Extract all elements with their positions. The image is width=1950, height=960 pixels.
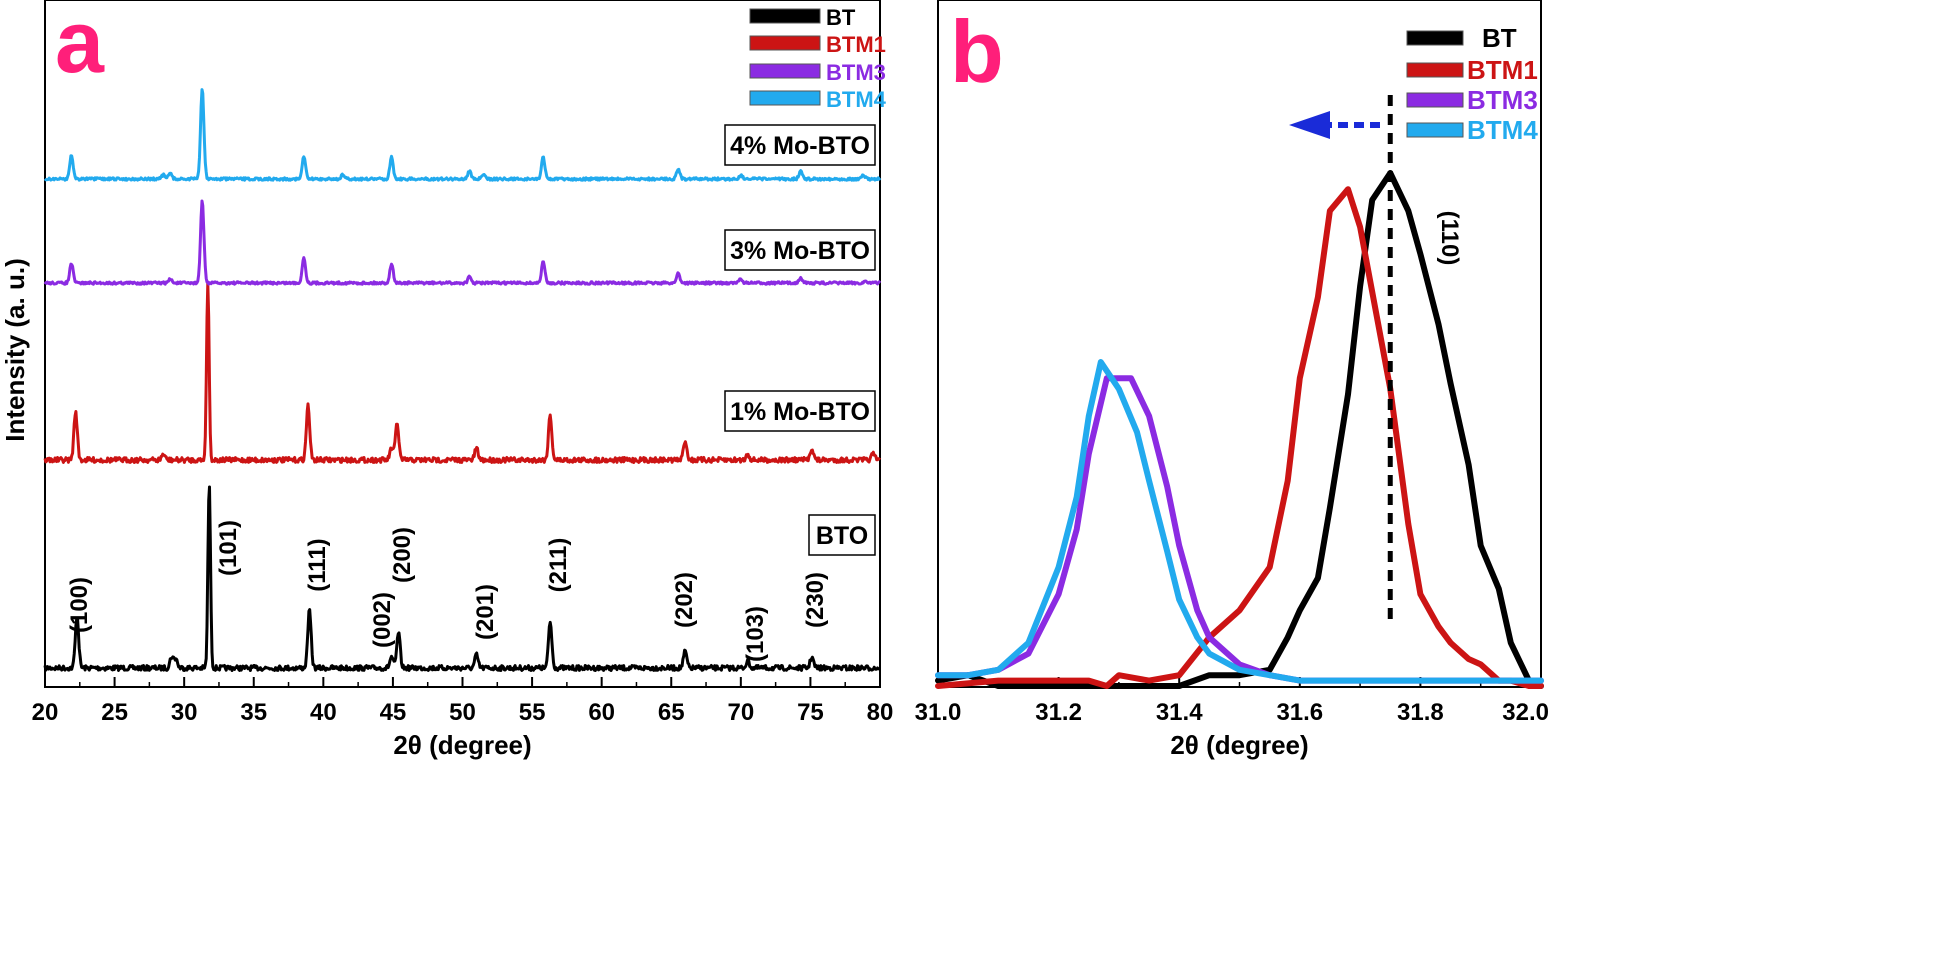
panel-a-legend-swatch [749,8,821,24]
panel-a-sample-label-box [808,514,876,556]
panel-b-legend-label: BTM3 [1467,85,1538,115]
panel-b-series-line-BTM1 [935,186,1544,689]
panel-b-x-tick-label: 31.0 [915,699,962,726]
panel-a-x-tick-label: 75 [797,699,824,726]
panel-b-legend-swatch [1406,30,1464,46]
panel-a-sample-label-box [724,390,876,432]
panel-b-legend-swatch [1406,122,1464,138]
panel-a-x-axis-title: 2θ (degree) [393,730,531,760]
panel-a-sample-label: 1% Mo-BTO [730,398,870,426]
panel-a-x-tick-label: 60 [588,699,615,726]
panel-a-sample-label: 3% Mo-BTO [730,237,870,265]
panel-a-legend-label: BT [826,5,856,30]
panel-a-peak-label: (230) [802,572,829,628]
panel-b-series-line-BT [935,170,1544,689]
panel-a-y-axis-title: Intensity (a. u.) [0,258,30,441]
panel-a-x-tick-label: 30 [171,699,198,726]
panel-b-legend-swatch [1406,92,1464,108]
panel-a-peak-label: (100) [66,577,93,633]
panel-a-peak-label: (211) [545,538,572,593]
panel-b-legend-label: BTM4 [1467,115,1538,145]
panel-b-letter: b [950,2,1004,101]
panel-a-series-line-BTM3 [43,199,882,286]
panel-a-legend-label: BTM3 [826,60,886,85]
panel-b-peak-label: (110) [1436,211,1463,266]
panel-b-x-tick-label: 32.0 [1502,699,1549,726]
panel-a-peak-label: (101) [215,520,242,576]
panel-a-peak-label: (002) [369,592,396,648]
panel-a-x-tick-label: 50 [449,699,476,726]
panel-b-series-line-BTM4 [935,359,1544,684]
panel-a-legend-swatch [749,35,821,51]
panel-a-legend-swatch [749,90,821,106]
panel-b-legend-label: BTM1 [1467,55,1538,85]
panel-a-legend-label: BTM1 [826,32,886,57]
panel-a-letter: a [55,0,105,91]
panel-a-x-tick-label: 45 [380,699,407,726]
panel-a-sample-label: BTO [816,522,868,550]
panel-b-legend-swatch [1406,62,1464,78]
panel-a-x-tick-label: 40 [310,699,337,726]
panel-a-sample-label: 4% Mo-BTO [730,132,870,160]
panel-a-peak-label: (201) [472,584,499,640]
panel-b-x-tick-label: 31.8 [1397,699,1444,726]
panel-a-series-line-BT [43,485,881,672]
panel-b-legend-label: BT [1482,23,1517,53]
panel-b-shift-arrow [1289,111,1380,139]
panel-a-sample-label-box [724,124,876,166]
panel-a-x-tick-label: 55 [519,699,546,726]
panel-a-legend-label: BTM4 [826,87,887,112]
panel-a-x-tick-label: 25 [101,699,128,726]
panel-b-x-axis-title: 2θ (degree) [1170,730,1308,760]
panel-a-series-line-BTM4 [43,88,882,182]
panel-a-peak-label: (111) [304,538,331,591]
panel-a-peak-label: (200) [389,527,416,583]
panel-a-peak-label: (202) [671,572,698,628]
panel-a-x-tick-label: 70 [727,699,754,726]
panel-b-arrow-head [1289,111,1330,139]
panel-a-sample-label-box [724,229,876,271]
panel-a-x-tick-label: 20 [32,699,59,726]
panel-b-x-tick-label: 31.4 [1156,699,1203,726]
panel-a-peak-label: (103) [742,606,769,662]
panel-b-x-tick-label: 31.6 [1276,699,1323,726]
panel-a-series-line-BTM1 [43,281,882,464]
panel-b-x-tick-label: 31.2 [1035,699,1082,726]
panel-a-x-tick-label: 80 [867,699,894,726]
panel-a-x-tick-label: 65 [658,699,685,726]
panel-a-x-tick-label: 35 [240,699,267,726]
panel-a-legend-swatch [749,63,821,79]
